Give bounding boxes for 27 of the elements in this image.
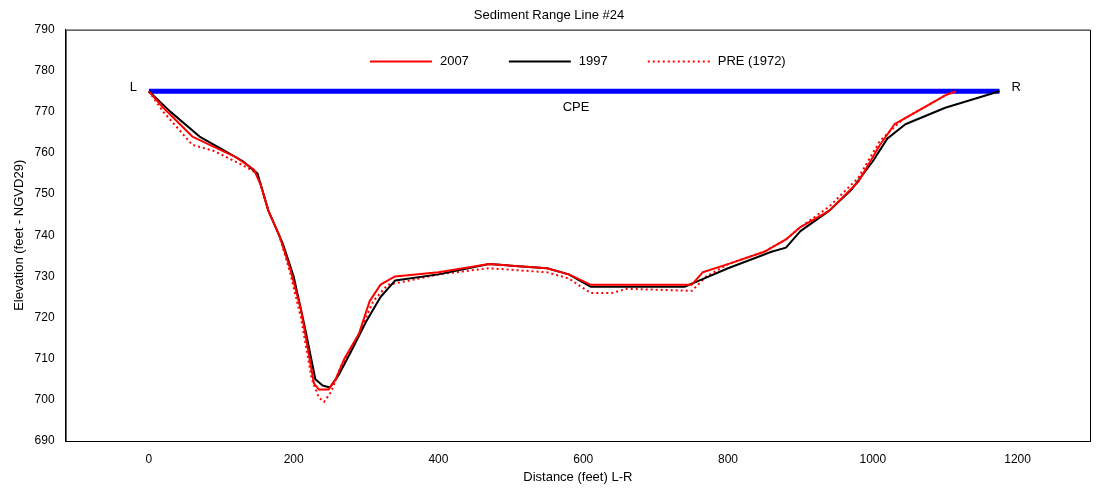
x-tick-label: 0: [145, 451, 153, 466]
legend-label: PRE (1972): [717, 53, 786, 69]
y-tick-label: 740: [34, 227, 55, 242]
legend-label: 1997: [578, 53, 608, 69]
y-tick-label: 690: [34, 433, 55, 448]
y-tick-label: 720: [34, 309, 55, 324]
y-tick-label: 730: [34, 268, 55, 283]
x-tick-label: 600: [573, 451, 594, 466]
annotation: L: [129, 78, 137, 94]
annotation: R: [1011, 78, 1021, 94]
x-tick-label: 400: [428, 451, 449, 466]
y-tick-label: 780: [34, 63, 55, 78]
y-tick-label: 750: [34, 186, 55, 201]
chart-title: Sediment Range Line #24: [473, 7, 625, 23]
y-tick-label: 760: [34, 145, 55, 160]
y-tick-label: 700: [34, 392, 55, 407]
y-axis-title: Elevation (feet - NGVD29): [11, 159, 27, 311]
y-tick-label: 770: [34, 104, 55, 119]
x-tick-label: 800: [718, 451, 739, 466]
x-tick-label: 200: [283, 451, 304, 466]
x-tick-label: 1200: [1004, 451, 1032, 466]
legend-label: 2007: [439, 53, 469, 69]
x-axis-title: Distance (feet) L-R: [523, 468, 633, 484]
x-tick-label: 1000: [859, 451, 887, 466]
y-tick-label: 710: [34, 351, 55, 366]
annotation: CPE: [562, 98, 590, 114]
y-tick-label: 790: [34, 21, 55, 36]
